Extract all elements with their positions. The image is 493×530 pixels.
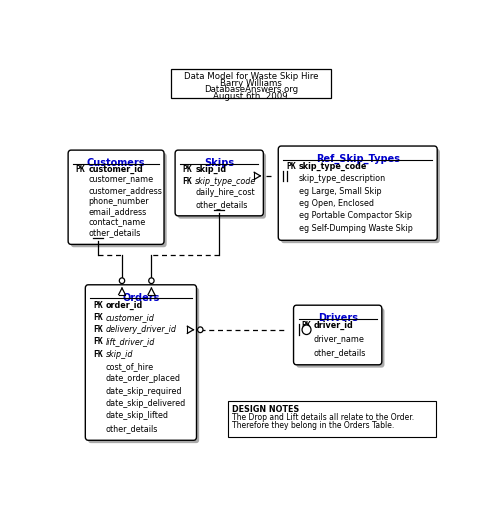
Text: cost_of_hire: cost_of_hire [106,362,154,371]
Text: FK: FK [93,338,103,347]
Text: skip_type_description: skip_type_description [298,174,386,183]
Text: eg Self-Dumping Waste Skip: eg Self-Dumping Waste Skip [298,224,412,233]
Text: PK: PK [183,165,192,174]
Text: other_details: other_details [195,200,247,209]
Text: skip_type_code: skip_type_code [298,162,367,171]
Text: date_order_placed: date_order_placed [106,374,180,383]
Text: lift_driver_id: lift_driver_id [106,338,155,347]
Text: customer_name: customer_name [88,175,153,184]
FancyBboxPatch shape [71,153,167,248]
Text: skip_type_code: skip_type_code [195,177,256,186]
Text: date_skip_required: date_skip_required [106,387,182,396]
FancyBboxPatch shape [228,401,436,437]
Text: PK: PK [93,301,103,310]
Text: PK: PK [76,165,85,174]
Circle shape [149,278,154,284]
Text: Customers: Customers [87,158,145,168]
Text: delivery_driver_id: delivery_driver_id [106,325,176,334]
FancyBboxPatch shape [293,305,382,365]
FancyBboxPatch shape [296,308,385,368]
Text: customer_id: customer_id [88,165,143,174]
Text: skip_id: skip_id [195,165,226,174]
Text: Orders: Orders [122,293,160,303]
FancyBboxPatch shape [85,285,197,440]
Circle shape [119,278,125,284]
Text: Data Model for Waste Skip Hire: Data Model for Waste Skip Hire [183,72,318,81]
Text: customer_id: customer_id [106,313,154,322]
Text: date_skip_delivered: date_skip_delivered [106,399,186,408]
Text: DatabaseAnswers.org: DatabaseAnswers.org [204,85,298,94]
Text: FK: FK [183,177,192,186]
Text: date_skip_lifted: date_skip_lifted [106,411,169,420]
Text: DESIGN NOTES: DESIGN NOTES [232,405,300,414]
Circle shape [198,327,203,333]
FancyBboxPatch shape [171,69,331,98]
Text: contact_name: contact_name [88,218,145,227]
Text: email_address: email_address [88,207,146,216]
Text: other_details: other_details [106,423,158,432]
FancyBboxPatch shape [88,288,199,443]
Text: eg Open, Enclosed: eg Open, Enclosed [298,199,374,208]
Text: driver_name: driver_name [314,334,365,343]
Text: daily_hire_cost: daily_hire_cost [195,188,255,197]
Text: phone_number: phone_number [88,197,149,206]
Text: eg Portable Compactor Skip: eg Portable Compactor Skip [298,211,412,220]
Text: Drivers: Drivers [317,313,358,323]
Text: other_details: other_details [88,228,141,237]
Text: order_id: order_id [106,301,143,310]
Text: driver_id: driver_id [314,321,353,331]
Text: Skips: Skips [204,158,234,168]
Text: other_details: other_details [314,348,366,357]
Text: FK: FK [93,325,103,334]
FancyBboxPatch shape [278,146,437,240]
FancyBboxPatch shape [68,150,164,244]
Text: FK: FK [93,313,103,322]
Text: Therefore they belong in the Orders Table.: Therefore they belong in the Orders Tabl… [232,421,395,430]
FancyBboxPatch shape [281,149,440,243]
Text: eg Large, Small Skip: eg Large, Small Skip [298,187,381,196]
Text: The Drop and Lift details all relate to the Order.: The Drop and Lift details all relate to … [232,412,415,421]
Text: customer_address: customer_address [88,186,162,195]
Text: skip_id: skip_id [106,350,133,359]
FancyBboxPatch shape [175,150,263,216]
Text: FK: FK [93,350,103,359]
Text: PK: PK [301,321,311,330]
Text: Ref_Skip_Types: Ref_Skip_Types [316,154,400,164]
Text: Barry Williams: Barry Williams [220,78,282,87]
FancyBboxPatch shape [178,153,266,219]
Text: PK: PK [286,162,296,171]
Text: August 6th. 2009: August 6th. 2009 [213,92,288,101]
Circle shape [302,325,311,334]
